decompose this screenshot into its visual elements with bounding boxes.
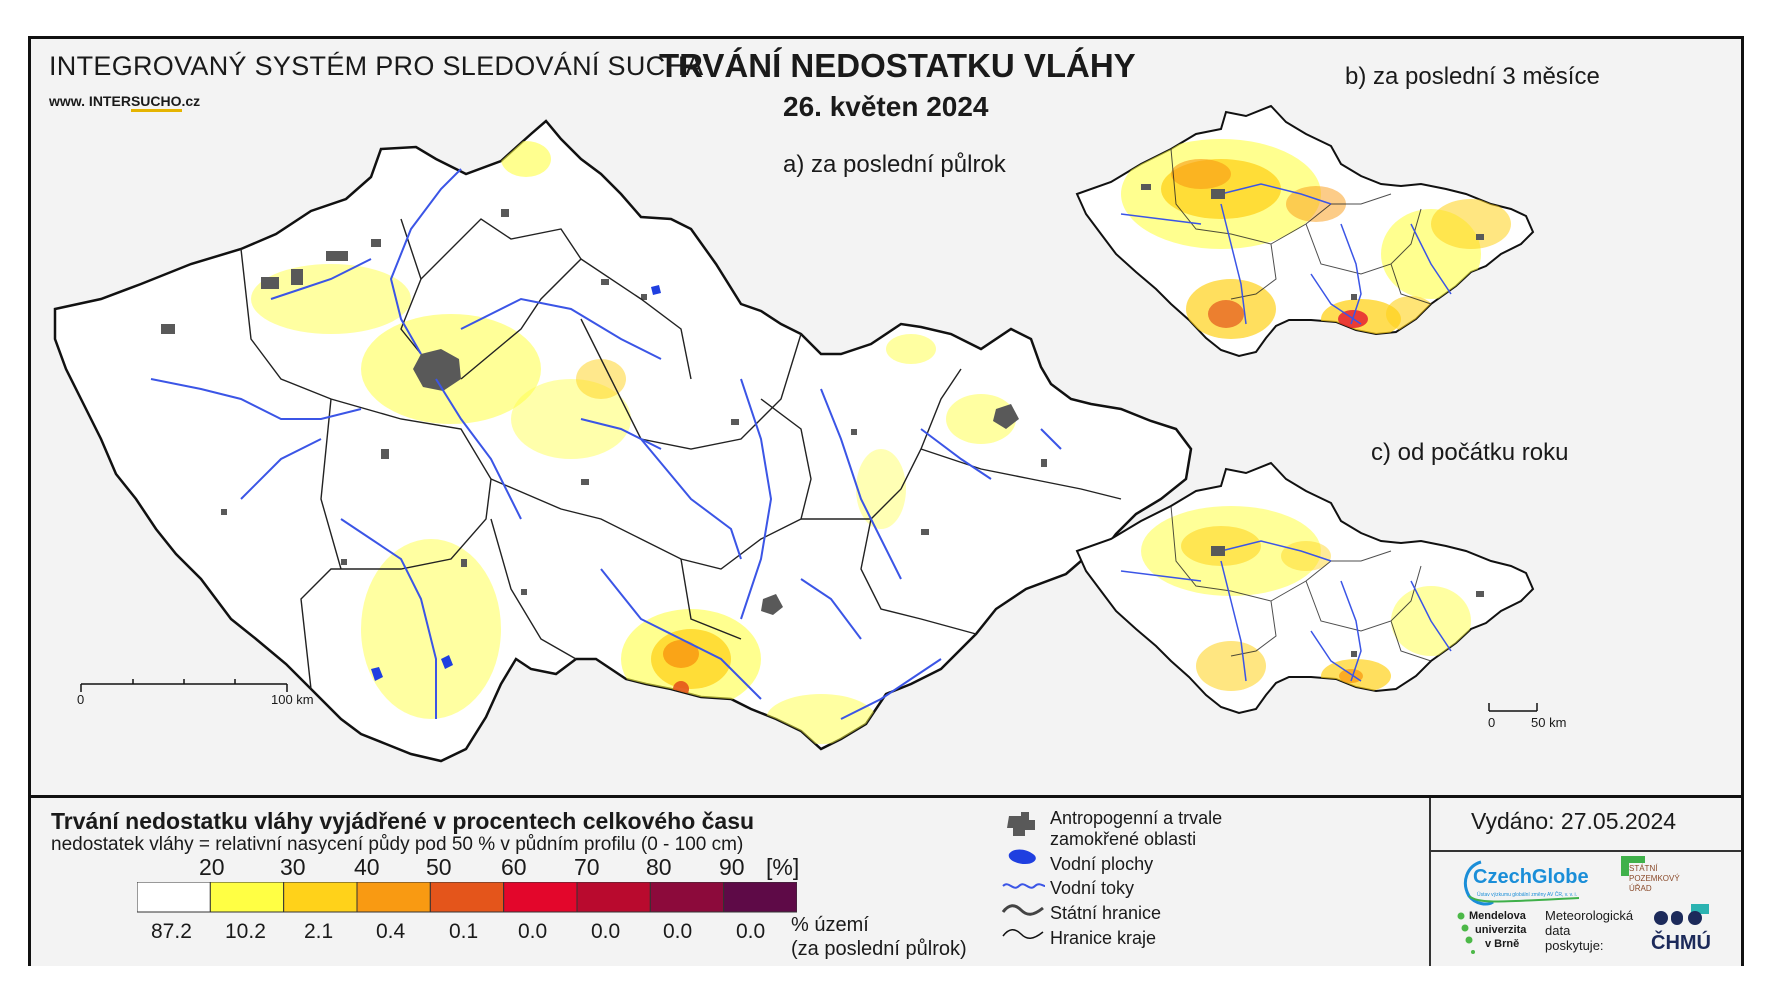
water-bodies-label: Vodní plochy [1050,854,1154,874]
small-scale-start: 0 [1488,715,1496,730]
czechglobe-logo [1464,860,1580,906]
share-value: 87.2 [151,920,192,943]
small-scale-end: 50 km [1531,715,1567,730]
region-border-label: Hranice kraje [1050,928,1157,948]
map-since-year-start [1076,462,1538,714]
legend-title: Trvání nedostatku vláhy vyjádřené v proc… [51,808,755,834]
spu-line-1: STÁTNÍ [1629,864,1658,873]
threshold-label: 20 [199,854,225,880]
symbol-legend-icons [1001,812,1046,939]
main-scale-start: 0 [77,692,85,707]
urban-label-2: zamokřené oblasti [1050,829,1197,849]
legend-bin-4 [429,882,505,913]
meteo-line-1: Meteorologická [1545,908,1634,923]
legend-bin-6 [576,882,651,913]
legend-subtitle: nedostatek vláhy = relativní nasycení pů… [51,834,744,855]
threshold-label: 90 [719,854,745,880]
map-date: 26. květen 2024 [783,91,989,122]
spu-line-3: ÚŘAD [1629,884,1652,893]
czechglobe-subtitle: Ústav výzkumu globální změny AV ČR, v. v… [1477,892,1578,898]
legend-panel: Trvání nedostatku vláhy vyjádřené v proc… [31,795,1741,966]
main-title: TRVÁNÍ NEDOSTATKU VLÁHY [659,47,1136,84]
legend-bin-1 [209,882,285,913]
spu-logo [1621,856,1645,876]
share-value: 0.0 [591,920,621,943]
rivers-label: Vodní toky [1050,878,1135,898]
legend-bin-5 [503,882,578,913]
mendel-logo [1457,912,1475,954]
urban-label-1: Antropogenní a trvale [1050,808,1223,828]
region-border-icon [1002,929,1044,939]
threshold-label: 60 [501,854,527,880]
legend-bin-3 [356,882,431,913]
mendel-line-3: v Brně [1485,938,1520,950]
share-value: 0.0 [518,920,548,943]
credits-panel: CzechGlobe Ústav výzkumu globální změny … [1429,850,1741,964]
water-body-icon [1008,849,1036,864]
figure-frame: INTEGROVANÝ SYSTÉM PRO SLEDOVÁNÍ SUCHA w… [28,36,1744,966]
issued-date: Vydáno: 27.05.2024 [1471,808,1677,834]
mendel-line-2: univerzita [1475,924,1527,936]
spu-accent-icon [1691,904,1709,914]
threshold-label: 40 [354,854,380,880]
region-borders [240,218,1122,690]
chmu-logo-icon [1654,911,1702,925]
map-b-label: b) za poslední 3 měsíce [1345,63,1600,90]
chmu-name: ČHMÚ [1651,932,1711,954]
threshold-label: 70 [574,854,600,880]
state-border-label: Státní hranice [1050,903,1162,923]
water-bodies [371,285,661,681]
rivers [150,168,1062,720]
legend-bin-7 [649,882,725,913]
river-icon [1002,883,1046,889]
threshold-label: 30 [280,854,306,880]
state-border-icon [1001,904,1044,916]
map-area: INTEGROVANÝ SYSTÉM PRO SLEDOVÁNÍ SUCHA w… [31,39,1741,795]
legend-bin-2 [283,882,358,913]
share-value: 0.4 [376,920,406,943]
meteo-line-2: data [1545,923,1571,938]
legend-colorbar [137,882,797,913]
share-value: 2.1 [304,920,334,943]
spu-line-2: POZEMKOVÝ [1629,874,1680,883]
share-value: 0.0 [736,920,766,943]
share-value: 0.0 [663,920,693,943]
main-map [53,119,1193,763]
threshold-label: 50 [426,854,452,880]
website-link[interactable]: www. INTERSUCHO.cz [49,93,200,112]
czechglobe-name: CzechGlobe [1473,866,1589,888]
system-title: INTEGROVANÝ SYSTÉM PRO SLEDOVÁNÍ SUCHA [49,51,704,81]
map-a-label: a) za poslední půlrok [783,151,1006,178]
main-scale-end: 100 km [271,692,314,707]
urban-area-icon [1007,812,1035,836]
share-label-period: (za poslední půlrok) [791,938,967,960]
threshold-label: 80 [646,854,672,880]
legend-bin-8 [723,882,797,913]
map-c-label: c) od počátku roku [1371,439,1569,466]
small-scale-bar [1488,703,1538,712]
legend-divider [1429,798,1431,966]
main-scale-bar [80,679,288,692]
mendel-line-1: Mendelova [1469,910,1526,922]
map-3-months [1076,105,1534,357]
drought-patches [251,141,1016,744]
meteo-line-3: poskytuje: [1545,938,1604,953]
urban-areas [161,209,1047,615]
legend-bin-0 [137,882,211,913]
share-value: 0.1 [449,920,479,943]
share-label: % území [791,914,869,936]
share-value: 10.2 [225,920,266,943]
legend-unit: [%] [766,854,800,880]
